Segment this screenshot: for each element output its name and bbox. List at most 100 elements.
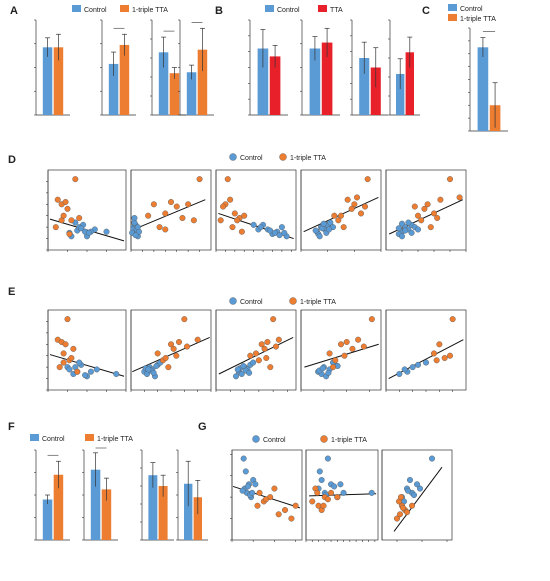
data-point-control [312,227,319,234]
chart-e5 [385,309,467,392]
data-point-control [239,487,246,494]
bar-treated [197,49,208,115]
panel-label-a: A [10,5,18,17]
chart-g2 [305,449,379,542]
data-point-ttta [154,350,161,357]
legend-c: Control 1-triple TTA [448,4,496,23]
data-point-ttta [282,507,289,514]
data-point-ttta [254,502,261,509]
data-point-control [150,369,157,376]
data-point-ttta [270,316,277,323]
data-point-ttta [368,316,375,323]
data-point-control [87,368,94,375]
data-point-control [134,224,141,231]
bar-control [184,483,193,540]
bar-treated [321,42,333,115]
data-point-ttta [267,364,274,371]
legend-label-control: Control [240,299,263,306]
data-point-control [409,364,416,371]
data-point-ttta [52,224,59,231]
data-point-ttta [183,343,190,350]
data-point-ttta [231,210,238,217]
data-point-ttta [400,504,407,511]
chart-a4 [178,19,214,116]
legend-e: Control 1-triple TTA [229,297,336,306]
legend-label-control: Control [263,437,286,444]
data-point-ttta [344,196,351,203]
legend-a: Control 1-triple TTA [72,5,168,14]
data-point-control [368,489,375,496]
bar-treated [269,56,281,115]
panel-label-e: E [8,286,15,298]
legend-label-control: Control [84,7,107,14]
data-point-ttta [421,205,428,212]
data-point-ttta [62,198,69,205]
data-point-ttta [320,502,327,509]
panel-label-c: C [422,5,430,17]
data-point-control [411,492,418,499]
legend-swatch-control [448,4,457,11]
data-point-control [132,232,139,239]
chart-b4 [388,19,420,116]
data-point-ttta [162,226,169,233]
data-point-control [153,363,160,370]
panel-label-f: F [8,421,15,433]
bar-treated [53,474,64,540]
data-point-ttta [234,217,241,224]
data-point-control [252,481,259,488]
data-point-ttta [404,509,411,516]
panel-label-d: D [8,154,16,166]
data-point-control [340,489,347,496]
data-point-ttta [173,352,180,359]
legend-b: Control TTA [265,5,343,14]
chart-e3 [215,309,297,392]
data-point-control [240,363,247,370]
legend-swatch-control [265,5,274,12]
data-point-ttta [398,494,405,501]
chart-e1 [46,309,127,392]
chart-g3 [381,449,453,542]
legend-marker-ttta [320,435,328,443]
data-point-ttta [256,489,263,496]
data-point-ttta [150,201,157,208]
legend-label-control: Control [277,7,300,14]
data-point-ttta [415,212,422,219]
data-point-ttta [60,350,67,357]
data-point-ttta [68,217,75,224]
legend-swatch-ttta [120,5,129,12]
data-point-ttta [332,357,339,364]
chart-e2 [130,309,212,392]
data-point-control [417,485,424,492]
data-point-ttta [229,224,236,231]
data-point-control [281,229,288,236]
bar-control [90,469,101,540]
legend-label-ttta: 1-triple TTA [97,436,133,443]
data-point-ttta [165,364,172,371]
data-point-control [242,468,249,475]
data-point-ttta [252,350,259,357]
data-point-ttta [330,364,337,371]
data-point-ttta [328,489,335,496]
data-point-ttta [190,217,197,224]
legend-marker-ttta [289,297,297,305]
data-point-ttta [441,355,448,362]
data-point-ttta [338,341,345,348]
data-point-ttta [447,352,454,359]
data-point-ttta [424,201,431,208]
data-point-ttta [238,228,245,235]
chart-d3 [215,169,297,252]
data-point-ttta [456,194,463,201]
bar-treated [405,52,414,115]
data-point-ttta [196,176,203,183]
data-point-ttta [411,203,418,210]
data-point-ttta [224,176,231,183]
legend-marker-ttta [279,153,287,161]
data-point-ttta [349,345,356,352]
data-point-ttta [292,502,299,509]
bar-treated [158,486,168,540]
data-point-control [326,226,333,233]
chart-a3 [150,19,186,116]
data-point-ttta [227,196,234,203]
data-point-ttta [54,196,61,203]
data-point-ttta [343,339,350,346]
